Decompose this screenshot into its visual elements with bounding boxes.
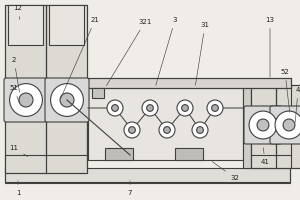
FancyBboxPatch shape: [45, 78, 89, 122]
Bar: [5, 5, 46, 173]
Text: 41: 41: [261, 148, 269, 165]
Text: 52: 52: [280, 69, 290, 112]
Bar: [243, 85, 251, 168]
Circle shape: [192, 122, 208, 138]
Bar: [49, 5, 84, 45]
Circle shape: [249, 111, 277, 139]
Circle shape: [10, 84, 42, 116]
Text: 3: 3: [156, 17, 177, 85]
Circle shape: [19, 93, 33, 107]
Circle shape: [129, 127, 135, 133]
Text: 2: 2: [12, 57, 20, 92]
Text: 1: 1: [16, 181, 20, 196]
Circle shape: [51, 84, 83, 116]
Circle shape: [182, 105, 188, 111]
Circle shape: [60, 93, 74, 107]
Text: 7: 7: [128, 181, 132, 196]
Text: 21: 21: [61, 17, 99, 97]
Bar: [87, 78, 291, 88]
Bar: [46, 5, 87, 173]
FancyBboxPatch shape: [270, 106, 300, 144]
Text: 4: 4: [295, 87, 300, 122]
Bar: [92, 88, 104, 98]
Bar: [251, 85, 300, 168]
Bar: [5, 168, 290, 182]
Bar: [8, 5, 43, 45]
Text: 321: 321: [106, 19, 152, 86]
Text: 32: 32: [212, 162, 239, 181]
Text: 12: 12: [14, 5, 22, 19]
Bar: [5, 5, 87, 173]
Bar: [175, 148, 203, 160]
Text: 51: 51: [10, 85, 19, 102]
Circle shape: [212, 105, 218, 111]
Circle shape: [124, 122, 140, 138]
Circle shape: [257, 119, 269, 131]
Circle shape: [283, 119, 295, 131]
Text: 31: 31: [195, 22, 209, 85]
Circle shape: [142, 100, 158, 116]
Circle shape: [207, 100, 223, 116]
FancyBboxPatch shape: [4, 78, 48, 122]
FancyBboxPatch shape: [244, 106, 282, 144]
Circle shape: [196, 127, 203, 133]
Circle shape: [147, 105, 153, 111]
Circle shape: [107, 100, 123, 116]
Text: 11: 11: [10, 145, 28, 157]
Bar: [276, 85, 300, 168]
Circle shape: [164, 127, 170, 133]
Circle shape: [177, 100, 193, 116]
Bar: [88, 85, 243, 160]
Bar: [5, 155, 290, 183]
Bar: [251, 85, 276, 168]
Circle shape: [112, 105, 118, 111]
Text: 13: 13: [266, 17, 274, 77]
Circle shape: [275, 111, 300, 139]
Circle shape: [159, 122, 175, 138]
Bar: [105, 148, 133, 160]
